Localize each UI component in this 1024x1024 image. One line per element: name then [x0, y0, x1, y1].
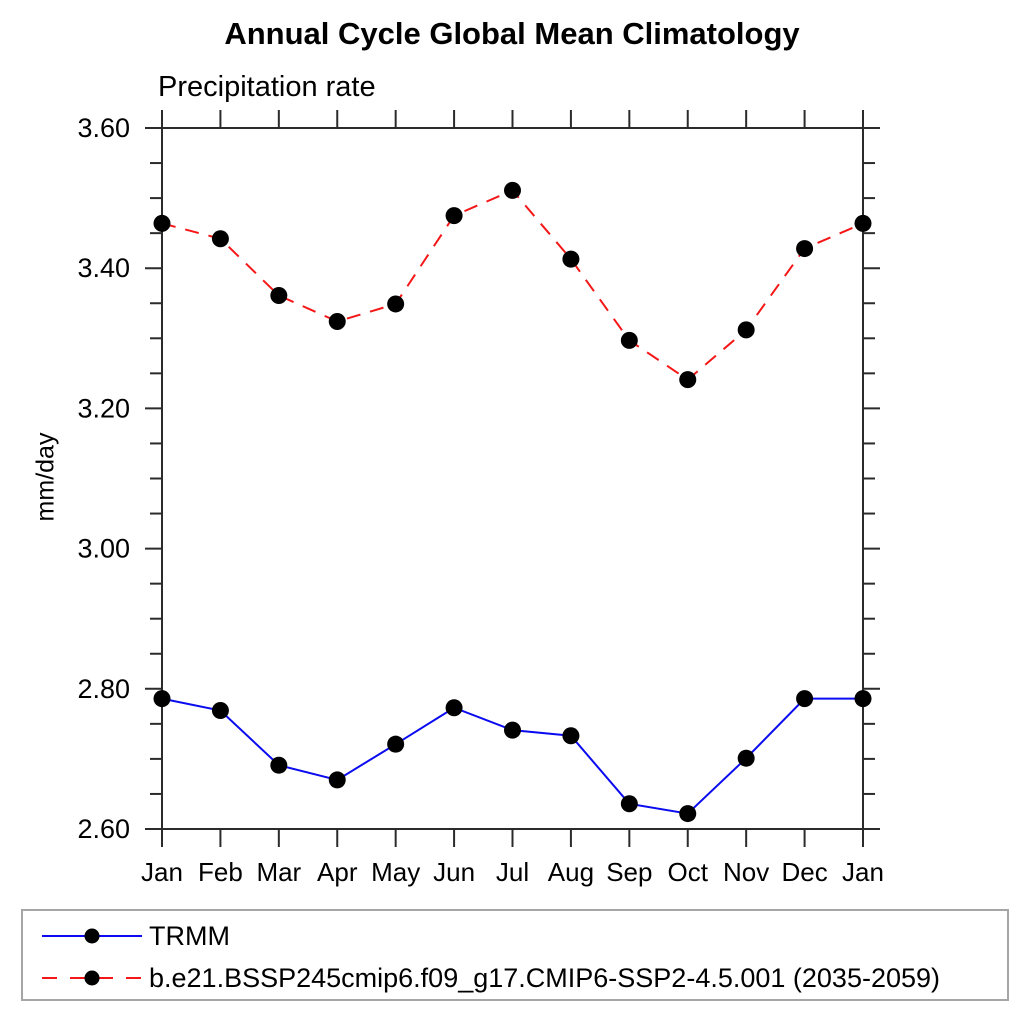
legend-marker: [84, 970, 100, 986]
data-point: [270, 756, 288, 774]
x-tick-label: Jun: [433, 857, 475, 887]
data-point: [620, 795, 638, 813]
series-line-1: [161, 189, 864, 381]
data-point: [270, 287, 288, 305]
data-point: [620, 331, 638, 349]
data-point: [737, 321, 755, 339]
data-point: [562, 727, 580, 745]
x-tick-label: Dec: [781, 857, 827, 887]
data-point: [445, 699, 463, 717]
data-point: [153, 690, 171, 708]
data-point: [796, 690, 814, 708]
data-point: [387, 295, 405, 313]
series-line-0: [161, 697, 863, 815]
data-point: [737, 749, 755, 767]
x-tick-label: Oct: [668, 857, 709, 887]
x-tick-label: Jan: [141, 857, 183, 887]
y-tick-label: 2.60: [77, 814, 130, 844]
data-point: [328, 312, 346, 330]
x-tick-label: Jan: [842, 857, 884, 887]
legend-line-sample: [42, 970, 142, 986]
legend-marker: [84, 928, 100, 944]
legend-item: TRMM: [41, 921, 230, 951]
x-tick-label: Aug: [548, 857, 594, 887]
data-point: [504, 181, 521, 199]
x-tick-label: Sep: [606, 857, 652, 887]
data-point: [211, 230, 229, 248]
data-point: [854, 214, 872, 232]
x-tick-label: May: [371, 857, 420, 887]
legend-line-sample: [42, 928, 142, 944]
legend-label: b.e21.BSSP245cmip6.f09_g17.CMIP6-SSP2-4.…: [149, 962, 941, 993]
data-point: [153, 214, 171, 232]
y-tick-label: 2.80: [77, 674, 130, 704]
data-point: [562, 250, 580, 268]
y-tick-label: 3.60: [77, 113, 130, 143]
x-tick-label: Jul: [496, 857, 529, 887]
chart-title: Annual Cycle Global Mean Climatology: [224, 16, 800, 51]
legend: TRMM b.e21.BSSP245cmip6.f09_g17.CMIP6-SS…: [21, 909, 1009, 1001]
data-point: [679, 371, 697, 389]
y-tick-label: 3.00: [77, 534, 130, 564]
x-tick-label: Nov: [723, 857, 769, 887]
y-tick-label: 3.40: [77, 253, 130, 283]
data-point: [328, 771, 346, 789]
data-point: [387, 735, 405, 753]
data-point: [679, 805, 697, 823]
chart-subtitle: Precipitation rate: [158, 71, 376, 103]
data-point: [445, 207, 463, 225]
legend-item: b.e21.BSSP245cmip6.f09_g17.CMIP6-SSP2-4.…: [41, 963, 940, 993]
y-tick-label: 3.20: [77, 393, 130, 423]
x-tick-label: Apr: [317, 857, 358, 887]
data-point: [796, 240, 814, 258]
data-point: [211, 702, 229, 720]
data-point: [504, 721, 521, 739]
x-tick-label: Mar: [256, 857, 301, 887]
x-tick-label: Feb: [198, 857, 243, 887]
data-point: [854, 690, 872, 708]
legend-label: TRMM: [149, 920, 230, 951]
